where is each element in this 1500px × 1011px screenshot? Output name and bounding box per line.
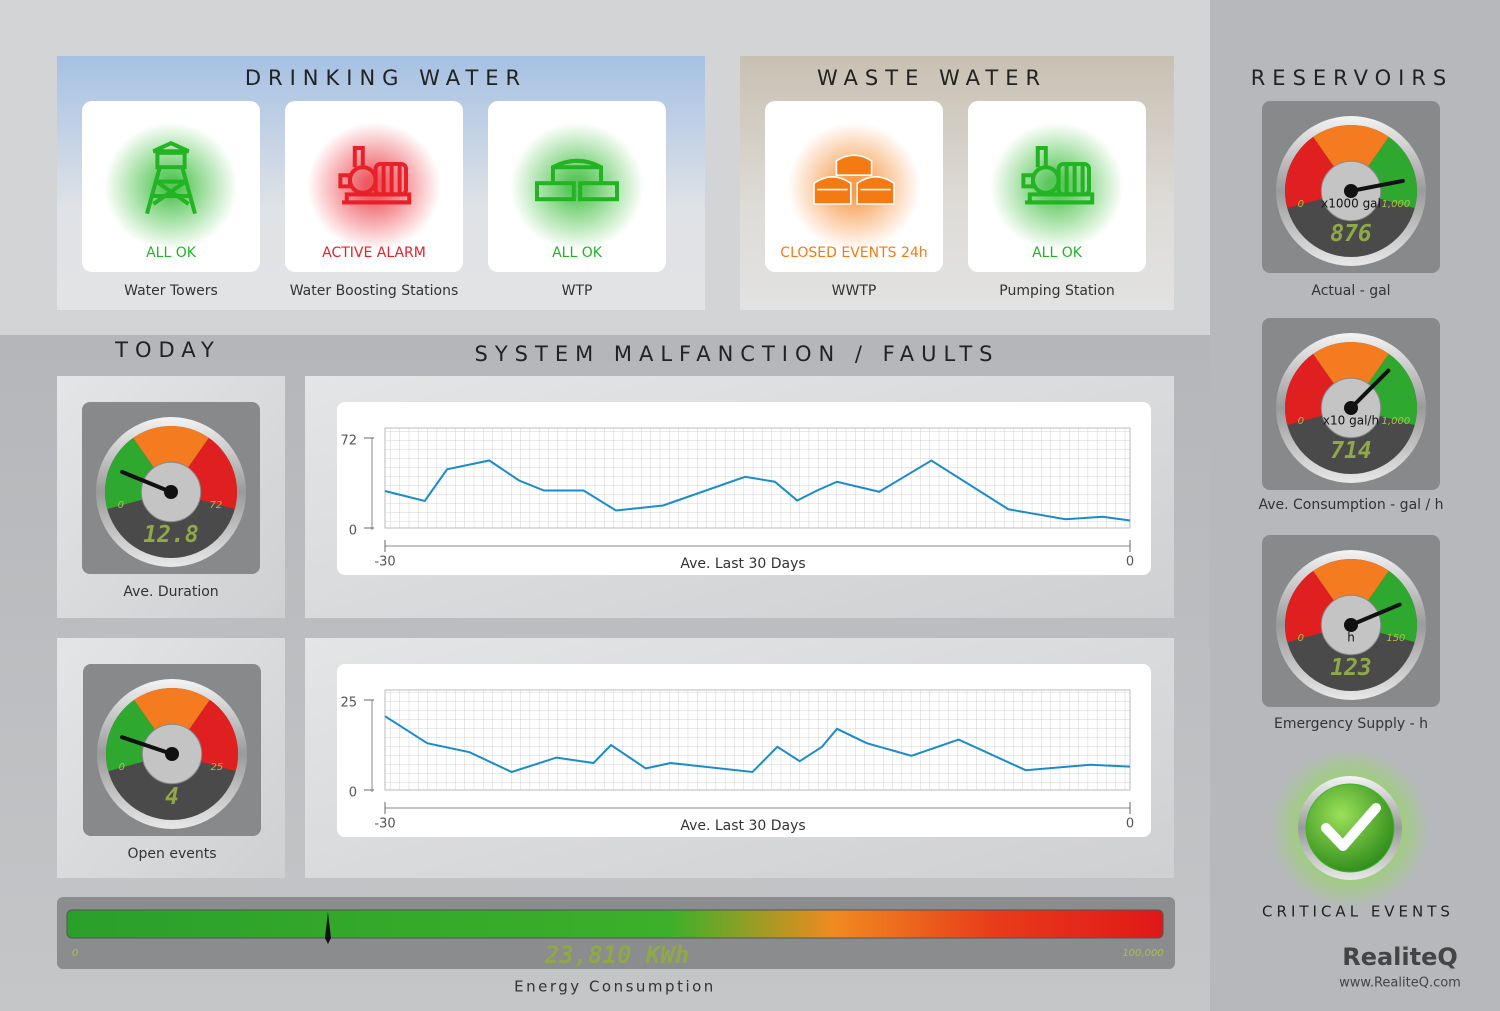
gauge-needle xyxy=(120,469,173,494)
energy-readout: 23,810 KWh xyxy=(544,941,690,969)
panel-title: TODAY xyxy=(114,338,221,362)
gauge-max: 1,000 xyxy=(1382,416,1411,427)
gauge-readout: 123 xyxy=(1330,655,1372,681)
gauge-max: 150 xyxy=(1386,633,1405,644)
gauge-label: Actual - gal xyxy=(1311,283,1390,299)
gauge-zone xyxy=(1313,342,1389,386)
gauge-readout: 12.8 xyxy=(143,522,198,548)
gauge-readout: 4 xyxy=(165,784,179,810)
tile-status: ALL OK xyxy=(1032,245,1083,261)
y-tick-label: 72 xyxy=(340,434,357,449)
gauge-needle xyxy=(1349,178,1405,193)
gauge-label: Emergency Supply - h xyxy=(1274,716,1428,732)
gauge-needle xyxy=(119,735,174,756)
panel-title: DRINKING WATER xyxy=(245,66,527,90)
gauge-max: 25 xyxy=(211,762,224,773)
tile-label: WWTP xyxy=(832,283,877,299)
y-tick-label: 0 xyxy=(349,524,357,539)
panel-title: SYSTEM MALFANCTION / FAULTS xyxy=(475,342,1000,366)
panel-title: CRITICAL EVENTS xyxy=(1262,903,1454,921)
gauge-readout: 714 xyxy=(1330,438,1372,464)
x-axis-label: Ave. Last 30 Days xyxy=(680,818,805,834)
gauge-zone xyxy=(133,426,209,470)
series-line xyxy=(384,459,1131,522)
tile-label: Water Towers xyxy=(124,283,218,299)
tile-status: ACTIVE ALARM xyxy=(322,245,426,261)
gauge-label: Ave. Duration xyxy=(123,584,218,600)
y-tick-label: 0 xyxy=(349,786,357,801)
gauge-unit: x10 gal/h xyxy=(1323,414,1379,428)
brand-name: RealiteQ xyxy=(1342,943,1458,971)
series-line xyxy=(384,715,1131,774)
gauge-label: Ave. Consumption - gal / h xyxy=(1258,497,1443,513)
gauge-min: 0 xyxy=(1298,199,1304,210)
gauge-zone xyxy=(134,688,210,732)
energy-label: Energy Consumption xyxy=(514,978,716,996)
gauge-min: 0 xyxy=(118,500,124,511)
needle-cap xyxy=(1344,184,1358,198)
x-tick-label: 0 xyxy=(1126,817,1134,832)
gauge-unit: x1000 gal xyxy=(1321,197,1381,211)
energy-max: 100,000 xyxy=(1122,948,1163,959)
gauge-zone xyxy=(1313,559,1389,603)
tile-status: CLOSED EVENTS 24h xyxy=(780,245,927,261)
gauge-max: 72 xyxy=(210,500,223,511)
tile-label: Water Boosting Stations xyxy=(290,283,459,299)
tile-status: ALL OK xyxy=(146,245,197,261)
critical-indicator xyxy=(1305,783,1395,873)
gauge-needle xyxy=(1349,368,1391,410)
tile-label: WTP xyxy=(562,283,593,299)
check-mark xyxy=(1321,803,1381,851)
tile-glow xyxy=(82,101,260,272)
tile-glow xyxy=(488,101,666,272)
panel-title: RESERVOIRS xyxy=(1251,66,1454,90)
panel-title: WASTE WATER xyxy=(817,66,1047,90)
needle-cap xyxy=(1344,618,1358,632)
x-tick-label: 0 xyxy=(1126,555,1134,570)
gauge-readout: 876 xyxy=(1330,221,1372,247)
tile-status: ALL OK xyxy=(552,245,603,261)
x-axis-label: Ave. Last 30 Days xyxy=(680,556,805,572)
y-tick-label: 25 xyxy=(340,696,357,711)
needle-cap xyxy=(164,485,178,499)
needle-cap xyxy=(1344,401,1358,415)
needle-cap xyxy=(165,747,179,761)
gauge-min: 0 xyxy=(119,762,125,773)
x-tick-label: -30 xyxy=(374,555,395,570)
tile-glow xyxy=(765,101,943,272)
brand-url: www.RealiteQ.com xyxy=(1339,976,1461,991)
gauge-needle xyxy=(1349,602,1402,627)
gauge-zone xyxy=(1313,124,1389,169)
energy-min: 0 xyxy=(72,948,78,959)
energy-marker xyxy=(324,912,331,944)
gauge-min: 0 xyxy=(1298,633,1304,644)
gauge-label: Open events xyxy=(127,846,216,862)
energy-bar xyxy=(66,909,1164,939)
chart-grid xyxy=(384,689,1131,791)
tile-label: Pumping Station xyxy=(999,283,1114,299)
gauge-unit: h xyxy=(1347,631,1355,645)
x-tick-label: -30 xyxy=(374,817,395,832)
gauge-min: 0 xyxy=(1298,416,1304,427)
gauge-max: 1,000 xyxy=(1382,199,1411,210)
